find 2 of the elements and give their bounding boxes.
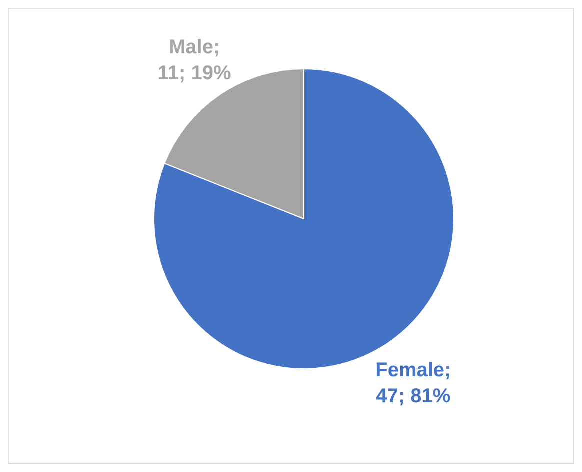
slice-label: Male; 11; 19% [158, 36, 232, 85]
slice-label: Female; 47; 81% [376, 359, 452, 408]
